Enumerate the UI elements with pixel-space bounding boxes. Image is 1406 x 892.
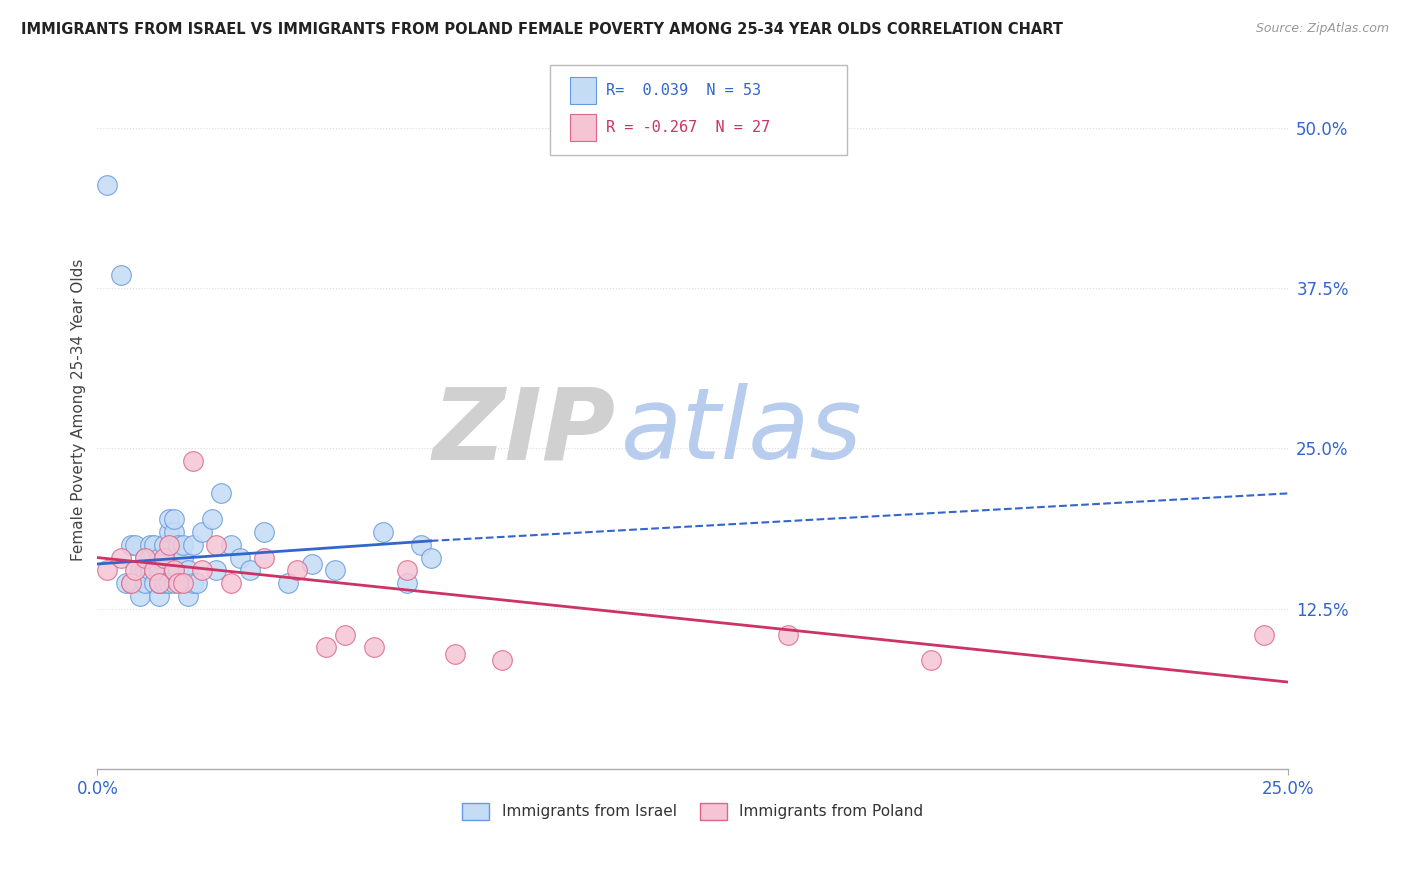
Point (129, 589, 152, 603)
Point (411, 538, 433, 552)
Text: Source: ZipAtlas.com: Source: ZipAtlas.com (1256, 22, 1389, 36)
Point (205, 538, 228, 552)
Point (120, 576, 142, 591)
Point (134, 576, 156, 591)
Point (191, 524, 214, 539)
Point (239, 563, 262, 577)
Point (129, 563, 152, 577)
Point (134, 550, 156, 565)
Point (177, 589, 200, 603)
Point (153, 576, 176, 591)
Y-axis label: Female Poverty Among 25-34 Year Olds: Female Poverty Among 25-34 Year Olds (72, 259, 86, 561)
Point (134, 550, 156, 565)
Point (285, 563, 308, 577)
Point (162, 512, 184, 526)
Point (167, 563, 190, 577)
Bar (569, 114, 596, 141)
Point (443, 647, 465, 661)
Point (138, 550, 160, 565)
Point (134, 563, 156, 577)
Point (363, 640, 385, 655)
Text: ZIP: ZIP (432, 383, 616, 480)
Point (395, 576, 418, 591)
Point (162, 563, 184, 577)
Point (120, 576, 142, 591)
Point (181, 576, 204, 591)
Point (325, 563, 347, 577)
Point (172, 538, 194, 552)
Legend: Immigrants from Israel, Immigrants from Poland: Immigrants from Israel, Immigrants from … (456, 797, 929, 826)
Point (110, 268, 132, 283)
Point (143, 538, 166, 552)
Point (148, 563, 170, 577)
Text: R=  0.039  N = 53: R= 0.039 N = 53 (606, 83, 761, 98)
Point (301, 557, 323, 571)
Point (181, 454, 204, 468)
Point (177, 563, 200, 577)
Point (776, 627, 799, 641)
Point (153, 550, 176, 565)
Point (167, 576, 190, 591)
Text: R = -0.267  N = 27: R = -0.267 N = 27 (606, 120, 770, 135)
Point (148, 550, 170, 565)
Bar (569, 77, 596, 103)
Point (162, 524, 184, 539)
Point (191, 563, 214, 577)
Point (333, 627, 356, 641)
Point (172, 576, 194, 591)
Point (138, 538, 160, 552)
Point (162, 576, 184, 591)
Point (124, 563, 146, 577)
Point (219, 576, 242, 591)
Point (315, 640, 337, 655)
Point (96, 563, 118, 577)
Point (157, 524, 180, 539)
Point (167, 538, 190, 552)
Point (157, 512, 180, 526)
Text: atlas: atlas (621, 383, 863, 480)
Point (209, 486, 232, 500)
Point (253, 524, 276, 539)
Point (491, 653, 513, 667)
Point (395, 563, 418, 577)
Text: IMMIGRANTS FROM ISRAEL VS IMMIGRANTS FROM POLAND FEMALE POVERTY AMONG 25-34 YEAR: IMMIGRANTS FROM ISRAEL VS IMMIGRANTS FRO… (21, 22, 1063, 37)
Point (143, 576, 166, 591)
Point (920, 653, 942, 667)
Point (148, 576, 170, 591)
Point (277, 576, 299, 591)
Point (143, 563, 166, 577)
Point (181, 538, 204, 552)
Point (148, 576, 170, 591)
Point (157, 576, 180, 591)
Point (1253, 627, 1275, 641)
Point (186, 576, 208, 591)
Point (201, 512, 224, 526)
Point (172, 550, 194, 565)
Point (229, 550, 252, 565)
Point (153, 538, 176, 552)
Point (371, 524, 394, 539)
FancyBboxPatch shape (550, 65, 848, 155)
Point (110, 550, 132, 565)
Point (157, 538, 180, 552)
Point (120, 538, 142, 552)
Point (96, 178, 118, 193)
Point (419, 550, 441, 565)
Point (148, 589, 170, 603)
Point (253, 550, 276, 565)
Point (124, 576, 146, 591)
Point (138, 563, 160, 577)
Point (124, 538, 146, 552)
Point (219, 538, 242, 552)
Point (115, 576, 138, 591)
Point (205, 563, 228, 577)
